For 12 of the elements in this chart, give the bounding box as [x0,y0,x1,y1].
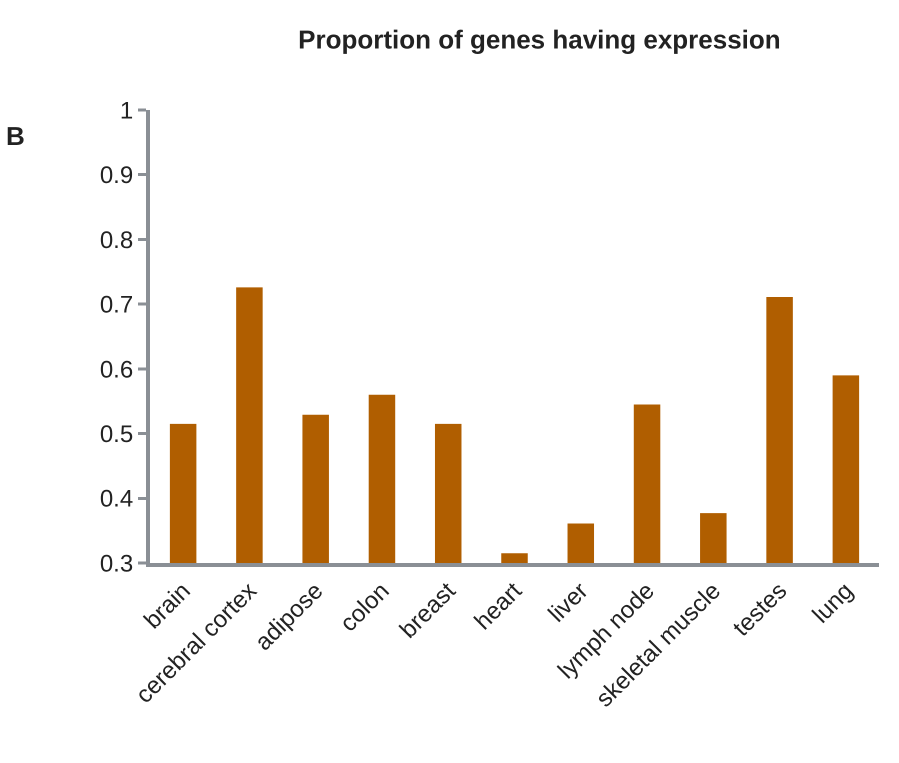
y-tick-label: 0.4 [100,486,134,513]
y-tick-label: 0.3 [100,550,134,578]
y-tick-label: 0.9 [100,162,134,190]
x-tick-label: liver [543,577,594,628]
chart-title: Proportion of genes having expression [298,24,781,55]
y-tick-label: 1 [120,97,134,124]
y-tick-label: 0.7 [100,292,134,319]
text: B [6,121,25,151]
y-tick-label: 0.5 [100,420,134,448]
y-tick-label: 0.8 [100,226,134,254]
y-tick-label: 0.6 [100,356,134,384]
x-tick-label: lung [807,577,859,629]
